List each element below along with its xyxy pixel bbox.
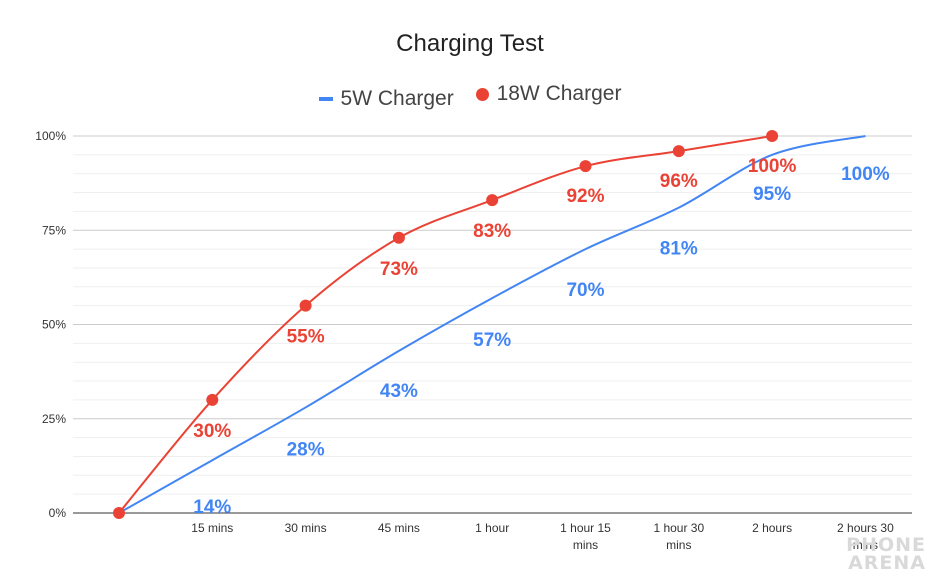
x-tick-label: 1 hour 30 mins [653, 521, 704, 552]
legend-label-18w: 18W Charger [496, 82, 622, 105]
y-tick-label: 75% [42, 223, 66, 237]
legend-line-swatch [318, 96, 333, 101]
series-line-5w [118, 135, 866, 514]
data-label: 96% [660, 171, 698, 192]
data-label: 100% [841, 164, 890, 185]
data-label: 92% [566, 186, 604, 207]
legend-item-18w[interactable]: 18W Charger [475, 82, 622, 106]
chart-title: Charging Test [396, 30, 544, 57]
x-tick-label: 1 hour 15 mins [560, 521, 611, 552]
x-tick-label: 2 hours [752, 521, 792, 535]
data-label: 73% [380, 259, 418, 280]
legend-label-5w: 5W Charger [340, 86, 454, 110]
data-label: 14% [193, 497, 231, 518]
watermark-line: ARENA [848, 552, 926, 574]
watermark-line: PHONE [846, 534, 926, 556]
x-tick-label: 1 hour [475, 521, 509, 535]
data-label: 55% [287, 327, 325, 348]
data-point-marker [113, 507, 125, 519]
data-label: 43% [380, 381, 418, 402]
y-tick-label: 25% [42, 412, 66, 426]
data-label: 100% [748, 156, 797, 177]
data-point-marker [579, 160, 592, 173]
data-point-marker [766, 130, 779, 142]
x-tick-label: 30 mins [285, 521, 327, 535]
watermark-logo: PHONE ARENA [846, 534, 926, 574]
data-point-marker [672, 145, 685, 158]
x-tick-label: 15 mins [191, 521, 233, 535]
y-tick-label: 100% [35, 129, 66, 143]
y-tick-label: 0% [49, 506, 67, 520]
data-label: 70% [566, 280, 604, 301]
data-label: 81% [660, 239, 698, 260]
data-label: 83% [473, 221, 511, 242]
x-tick-label: 2 hours 30 mins [837, 521, 894, 552]
data-label: 57% [473, 330, 511, 351]
legend-item-5w[interactable]: 5W Charger [318, 86, 454, 111]
y-tick-label: 50% [42, 318, 66, 332]
chart-legend: 5W Charger 18W Charger [0, 82, 940, 111]
legend-dot-swatch [475, 87, 489, 101]
x-tick-label: 45 mins [378, 521, 420, 535]
data-point-marker [392, 231, 405, 244]
data-label: 28% [287, 439, 325, 460]
data-label: 30% [193, 421, 231, 442]
data-point-marker [486, 194, 499, 207]
data-point-marker [299, 299, 312, 312]
data-label: 95% [753, 184, 791, 205]
data-point-marker [206, 393, 219, 406]
